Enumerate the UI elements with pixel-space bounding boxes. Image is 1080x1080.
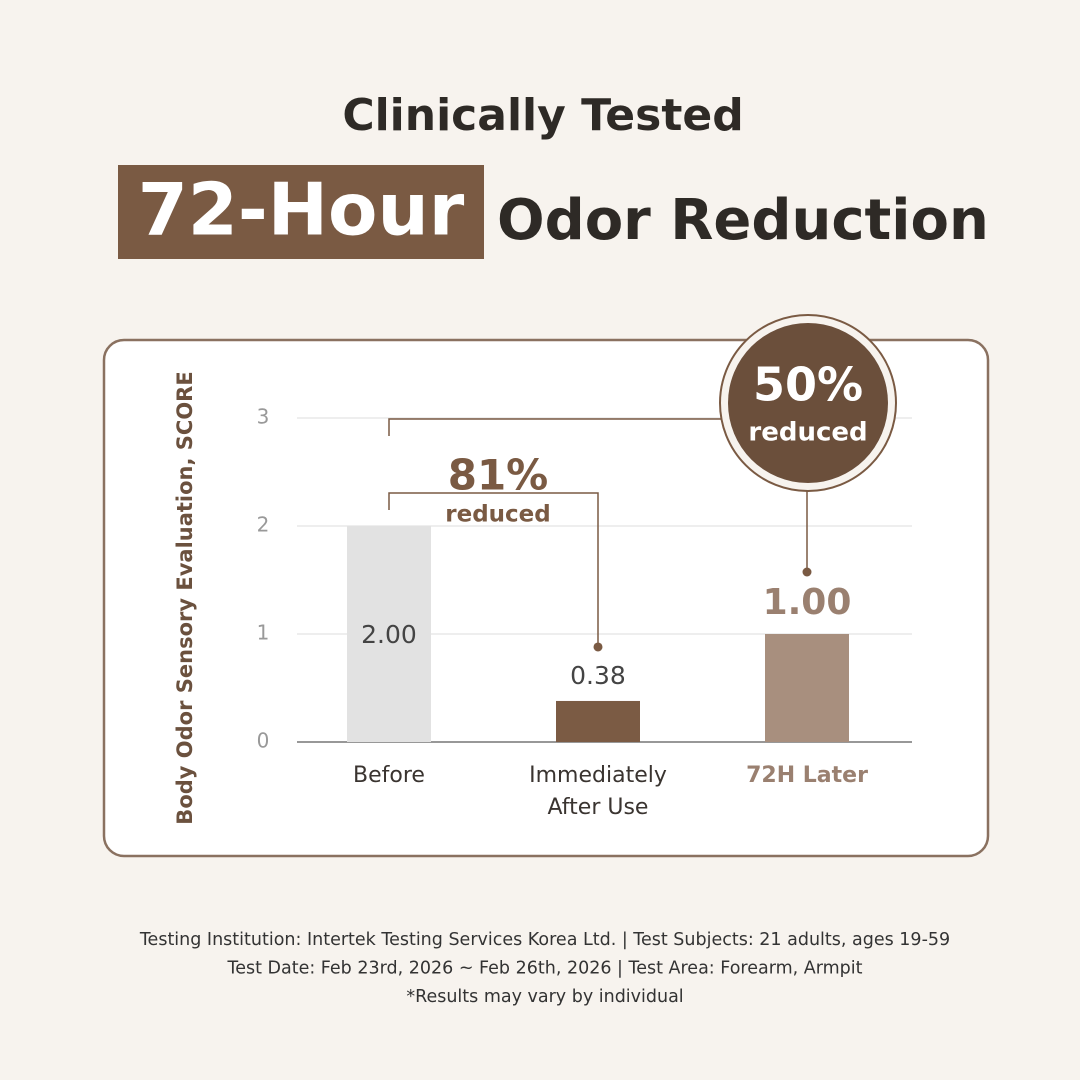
x-tick-label: Before (353, 763, 425, 788)
footnote: *Results may vary by individual (406, 987, 683, 1007)
x-tick-label: 72H Later (746, 763, 868, 788)
bracket-dot (593, 642, 603, 652)
x-tick-label: Immediately After Use (529, 763, 667, 820)
annotation-value: 81% (448, 451, 549, 500)
bracket (388, 492, 599, 647)
headline: Odor Reduction (497, 188, 989, 253)
y-tick-label: 0 (257, 729, 270, 753)
y-tick-label: 2 (257, 513, 270, 537)
value-label: 2.00 (361, 620, 417, 649)
annotation-value: 50% (753, 358, 863, 412)
bracket-dot (802, 567, 812, 577)
bar (347, 526, 431, 742)
bracket (388, 418, 808, 572)
title: Clinically Tested (342, 90, 743, 141)
y-axis-label: Body Odor Sensory Evaluation, SCORE (173, 371, 197, 824)
footnote: Testing Institution: Intertek Testing Se… (139, 930, 950, 950)
value-label: 1.00 (763, 582, 852, 623)
y-tick-label: 1 (257, 621, 270, 645)
footnote: Test Date: Feb 23rd, 2026 ~ Feb 26th, 20… (226, 959, 862, 979)
badge (728, 323, 888, 483)
value-label: 0.38 (570, 661, 626, 690)
highlight-box (118, 165, 484, 259)
y-tick-label: 3 (257, 405, 270, 429)
annotation-label: reduced (445, 502, 550, 528)
bar (765, 634, 849, 742)
highlight: 72-Hour (138, 168, 465, 252)
bar (556, 700, 640, 742)
annotation-label: reduced (748, 418, 867, 448)
